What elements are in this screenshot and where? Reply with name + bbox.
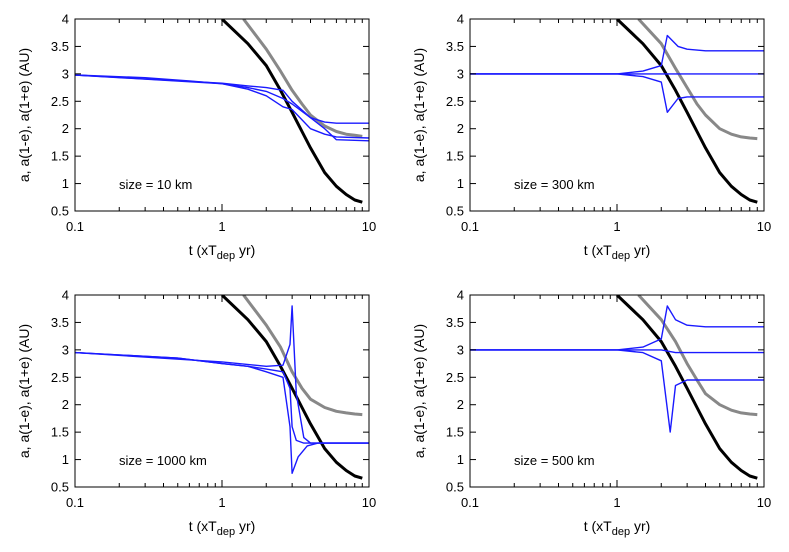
panel-size-label: size = 10 km (119, 177, 192, 192)
series-line-gray-2 (242, 19, 363, 138)
x-tick-label: 0.1 (461, 495, 479, 510)
y-tick-label: 1.5 (446, 149, 464, 164)
x-axis-label: t (xTdep yr) (584, 242, 651, 262)
y-tick-label: 2 (62, 397, 69, 412)
y-axis-label: a, a(1-e), a(1+e) (AU) (16, 48, 32, 182)
series-line-blue-3 (470, 305, 764, 351)
y-tick-label: 2.5 (51, 94, 69, 109)
chart-panel-1: 0.5 1 1.5 2 2.5 3 3.5 4 0.1 1 10 size = 10 km t (xTd… (16, 12, 376, 263)
y-tick-label: 2.5 (51, 370, 69, 385)
y-tick-label: 1 (457, 176, 464, 191)
y-tick-label: 2 (62, 121, 69, 136)
series-line-blue-5 (75, 305, 369, 444)
chart-panel-4: 0.5 1 1.5 2 2.5 3 3.5 4 0.1 1 10 size = 500 km t (xT… (411, 288, 771, 539)
y-tick-label: 3 (457, 342, 464, 357)
series-line-blue-3 (470, 34, 764, 75)
x-tick-label: 0.1 (66, 495, 84, 510)
panel-data (470, 295, 764, 480)
y-tick-label: 4 (457, 288, 464, 303)
series-line-gray-2 (637, 19, 758, 141)
y-tick-label: 0.5 (446, 204, 464, 219)
panel-data (75, 19, 369, 204)
y-tick-label: 4 (457, 12, 464, 27)
panel-size-label: size = 300 km (514, 177, 595, 192)
y-tick-label: 3.5 (51, 39, 69, 54)
series-line-blue-5 (75, 74, 369, 142)
series-line-gray-2 (242, 295, 363, 417)
series-line-black-1 (220, 295, 363, 480)
x-tick-label: 10 (362, 495, 376, 510)
series-line-black-1 (615, 19, 758, 204)
y-tick-label: 3.5 (51, 315, 69, 330)
panel-size-label: size = 500 km (514, 453, 595, 468)
series-line-black-1 (615, 295, 758, 480)
y-tick-label: 1.5 (51, 149, 69, 164)
y-tick-label: 1 (62, 176, 69, 191)
y-axis-label: a, a(1-e), a(1+e) (AU) (411, 48, 427, 182)
y-axis-label: a, a(1-e), a(1+e) (AU) (411, 324, 427, 458)
y-tick-label: 1 (457, 452, 464, 467)
panel-data (75, 295, 369, 480)
series-line-blue-3 (75, 74, 369, 124)
y-tick-label: 1.5 (51, 425, 69, 440)
x-tick-label: 1 (613, 495, 620, 510)
y-tick-label: 2 (457, 121, 464, 136)
y-tick-label: 3 (62, 66, 69, 81)
y-tick-label: 3.5 (446, 39, 464, 54)
y-tick-label: 0.5 (446, 480, 464, 495)
y-tick-label: 1 (62, 452, 69, 467)
y-tick-label: 3.5 (446, 315, 464, 330)
y-tick-label: 0.5 (51, 480, 69, 495)
series-line-blue-4 (470, 73, 764, 114)
y-tick-label: 0.5 (51, 204, 69, 219)
x-tick-label: 0.1 (66, 219, 84, 234)
y-tick-label: 2.5 (446, 370, 464, 385)
y-tick-label: 3 (62, 342, 69, 357)
x-tick-label: 1 (613, 219, 620, 234)
y-tick-label: 4 (62, 12, 69, 27)
y-tick-label: 2 (457, 397, 464, 412)
series-line-blue-4 (75, 74, 369, 139)
series-line-blue-3 (75, 351, 369, 444)
y-tick-label: 2.5 (446, 94, 464, 109)
series-line-gray-2 (637, 295, 758, 417)
panel-size-label: size = 1000 km (119, 453, 207, 468)
x-tick-label: 10 (757, 219, 771, 234)
x-tick-label: 0.1 (461, 219, 479, 234)
x-tick-label: 1 (218, 219, 225, 234)
series-line-black-1 (220, 19, 363, 204)
series-line-blue-5 (470, 349, 764, 354)
x-tick-label: 10 (362, 219, 376, 234)
series-line-blue-4 (75, 351, 369, 474)
x-axis-label: t (xTdep yr) (189, 518, 256, 538)
x-tick-label: 1 (218, 495, 225, 510)
chart-panel-2: 0.5 1 1.5 2 2.5 3 3.5 4 0.1 1 10 size = 300 km t (xT… (411, 12, 771, 263)
panel-data (470, 19, 764, 204)
x-tick-label: 10 (757, 495, 771, 510)
y-tick-label: 1.5 (446, 425, 464, 440)
x-axis-label: t (xTdep yr) (189, 242, 256, 262)
y-tick-label: 3 (457, 66, 464, 81)
y-axis-label: a, a(1-e), a(1+e) (AU) (16, 324, 32, 458)
chart-panel-3: 0.5 1 1.5 2 2.5 3 3.5 4 0.1 1 10 size = 1000 km t (x… (16, 288, 376, 539)
y-tick-label: 4 (62, 288, 69, 303)
series-line-blue-4 (470, 349, 764, 433)
x-axis-label: t (xTdep yr) (584, 518, 651, 538)
